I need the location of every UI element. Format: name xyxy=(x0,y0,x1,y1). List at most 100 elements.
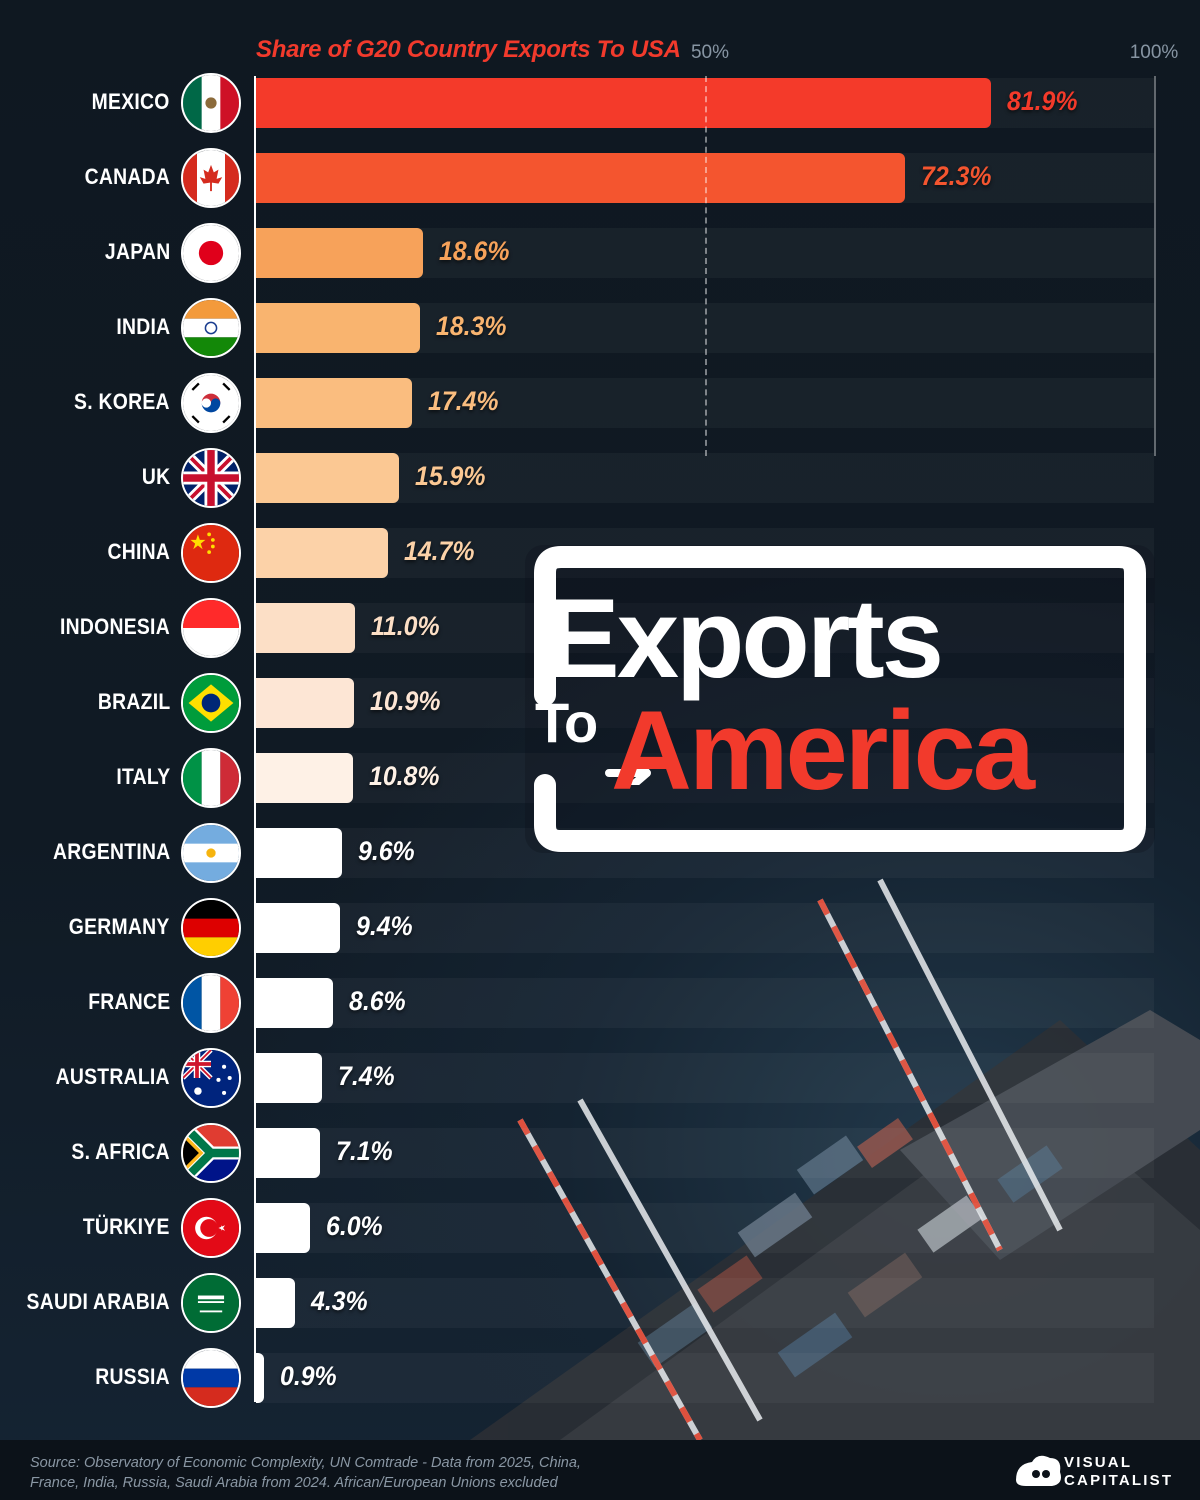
brand-line-2: CAPITALIST xyxy=(1064,1472,1174,1489)
bar-track xyxy=(256,1353,1154,1403)
headline-badge: Exports To America xyxy=(525,545,1155,853)
country-label-china: CHINA xyxy=(107,539,170,564)
italy-flag-icon xyxy=(181,748,241,808)
bar-track xyxy=(256,603,1154,653)
bar-russia xyxy=(256,1353,265,1403)
country-label-italy: ITALY xyxy=(115,764,170,789)
china-flag-icon xyxy=(181,523,241,583)
value-label-russia: 0.9% xyxy=(280,1361,337,1391)
value-label-saudi-arabia: 4.3% xyxy=(310,1286,368,1316)
value-label-t-rkiye: 6.0% xyxy=(325,1211,383,1241)
bar-mexico xyxy=(256,78,992,128)
bar-track xyxy=(256,903,1154,953)
bar-track xyxy=(256,678,1154,728)
value-label-japan: 18.6% xyxy=(439,236,510,266)
country-label-australia: AUSTRALIA xyxy=(55,1064,170,1089)
india-flag-icon xyxy=(181,298,241,358)
country-label-mexico: MEXICO xyxy=(92,89,170,114)
value-label-brazil: 10.9% xyxy=(369,686,441,716)
france-flag-icon xyxy=(181,973,241,1033)
bar-track xyxy=(256,1128,1154,1178)
country-label-germany: GERMANY xyxy=(69,914,170,939)
bar-track xyxy=(256,1278,1154,1328)
bar-argentina xyxy=(256,828,343,878)
value-label-canada: 72.3% xyxy=(921,161,992,191)
bar-brazil xyxy=(256,678,354,728)
country-label-japan: JAPAN xyxy=(104,239,170,264)
country-label-indonesia: INDONESIA xyxy=(60,614,170,639)
country-label-brazil: BRAZIL xyxy=(97,689,170,714)
gridline-50 xyxy=(705,76,707,456)
turkiye-flag-icon xyxy=(181,1198,241,1258)
bar-uk xyxy=(256,453,399,503)
argentina-flag-icon xyxy=(181,823,241,883)
indonesia-flag-icon xyxy=(181,598,241,658)
value-label-italy: 10.8% xyxy=(368,761,440,791)
headline-to: To xyxy=(535,691,598,754)
tick-label-50: 50% xyxy=(690,42,730,63)
germany-flag-icon xyxy=(181,898,241,958)
chart-title: Share of G20 Country Exports To USA xyxy=(256,36,681,63)
bar-india xyxy=(256,303,421,353)
mexico-flag-icon xyxy=(181,73,241,133)
country-label-russia: RUSSIA xyxy=(95,1364,170,1389)
country-label-argentina: ARGENTINA xyxy=(52,839,170,864)
source-note: Source: Observatory of Economic Complexi… xyxy=(30,1455,581,1491)
headline-frame xyxy=(534,546,1146,852)
south-korea-flag-icon xyxy=(181,373,241,433)
country-label-s-africa: S. AFRICA xyxy=(71,1139,170,1164)
footer xyxy=(0,1440,1200,1500)
bar-saudi-arabia xyxy=(256,1278,295,1328)
brand-line-1: VISUAL xyxy=(1064,1454,1133,1471)
bar-france xyxy=(256,978,334,1028)
bar-chart: Share of G20 Country Exports To USA 50% … xyxy=(26,36,1179,1408)
brazil-flag-icon xyxy=(181,673,241,733)
bar-track xyxy=(256,978,1154,1028)
country-label-france: FRANCE xyxy=(87,989,170,1014)
value-label-france: 8.6% xyxy=(349,986,406,1016)
australia-flag-icon xyxy=(181,1048,241,1108)
country-label-saudi-arabia: SAUDI ARABIA xyxy=(26,1289,170,1314)
value-label-china: 14.7% xyxy=(404,536,475,566)
bar-indonesia xyxy=(256,603,355,653)
country-label-s-korea: S. KOREA xyxy=(74,389,170,414)
value-label-australia: 7.4% xyxy=(338,1061,396,1091)
value-label-s-korea: 17.4% xyxy=(428,386,499,416)
bar-track xyxy=(256,1053,1154,1103)
value-label-germany: 9.4% xyxy=(356,911,414,941)
south-africa-flag-icon xyxy=(181,1123,241,1183)
value-label-mexico: 81.9% xyxy=(1007,86,1078,116)
value-label-uk: 15.9% xyxy=(414,461,486,491)
arrow-right-icon xyxy=(605,755,651,785)
bar-germany xyxy=(256,903,341,953)
value-label-argentina: 9.6% xyxy=(358,836,415,866)
y-axis-line xyxy=(254,76,256,1402)
value-label-indonesia: 11.0% xyxy=(370,611,440,641)
bar-italy xyxy=(256,753,353,803)
bar-t-rkiye xyxy=(256,1203,310,1253)
bar-japan xyxy=(256,228,424,278)
bar-s-africa xyxy=(256,1128,320,1178)
bar-china xyxy=(256,528,388,578)
japan-flag-icon xyxy=(181,223,241,283)
headline-america: America xyxy=(611,688,1035,813)
bar-canada xyxy=(256,153,906,203)
russia-flag-icon xyxy=(181,1348,241,1408)
saudi-arabia-flag-icon xyxy=(181,1273,241,1333)
value-label-s-africa: 7.1% xyxy=(335,1136,393,1166)
canada-flag-icon xyxy=(181,148,241,208)
country-label-t-rkiye: TÜRKIYE xyxy=(83,1214,170,1239)
headline-exports: Exports xyxy=(545,576,944,701)
country-label-uk: UK xyxy=(141,464,170,489)
bar-track xyxy=(256,453,1154,503)
visual-capitalist-logo xyxy=(1016,1455,1061,1486)
country-label-canada: CANADA xyxy=(84,164,170,189)
gridline-100 xyxy=(1154,76,1156,456)
bar-track xyxy=(256,1203,1154,1253)
tick-label-100: 100% xyxy=(1129,42,1179,63)
bar-track xyxy=(256,753,1154,803)
country-label-india: INDIA xyxy=(115,314,170,339)
uk-flag-icon xyxy=(181,448,241,508)
bar-s-korea xyxy=(256,378,413,428)
